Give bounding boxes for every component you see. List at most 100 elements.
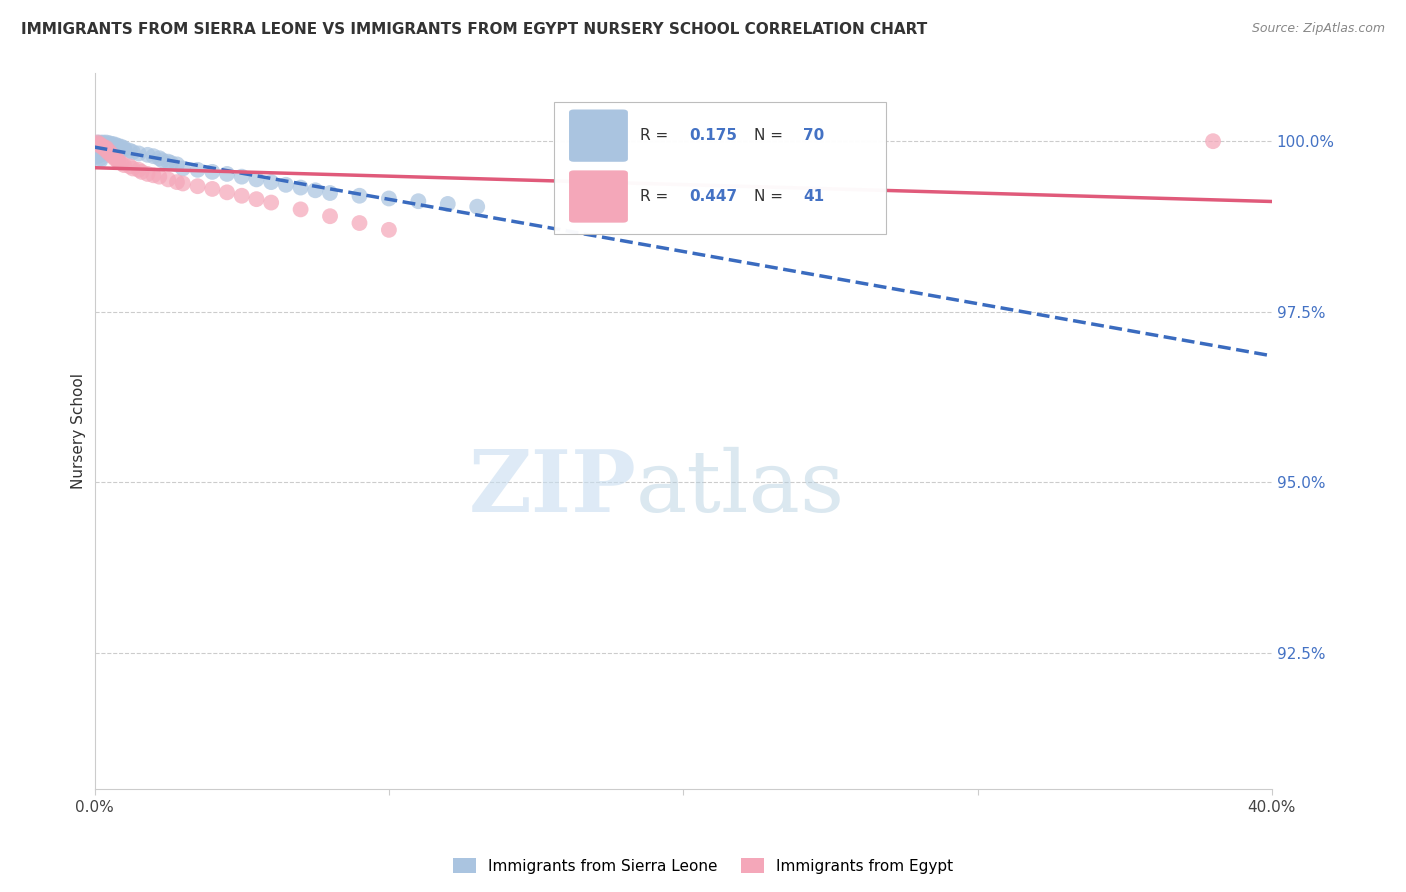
Point bbox=[93, 136, 115, 150]
Point bbox=[96, 136, 118, 150]
Legend: Immigrants from Sierra Leone, Immigrants from Egypt: Immigrants from Sierra Leone, Immigrants… bbox=[447, 852, 959, 880]
Point bbox=[160, 156, 183, 170]
Text: N =: N = bbox=[754, 189, 787, 204]
Point bbox=[86, 141, 108, 155]
Text: R =: R = bbox=[640, 189, 673, 204]
Point bbox=[89, 139, 111, 153]
Point bbox=[121, 145, 143, 160]
Point bbox=[89, 136, 111, 150]
Point bbox=[148, 151, 170, 165]
Point bbox=[89, 141, 111, 155]
Point bbox=[89, 137, 111, 152]
Point bbox=[86, 148, 108, 162]
Point bbox=[98, 138, 121, 153]
Point bbox=[166, 157, 188, 171]
Point bbox=[89, 148, 111, 162]
Point bbox=[86, 138, 108, 153]
Point bbox=[98, 145, 121, 159]
Point bbox=[110, 156, 132, 170]
Point bbox=[118, 160, 141, 174]
Point bbox=[319, 209, 342, 223]
Point bbox=[101, 136, 124, 151]
Point bbox=[136, 148, 159, 162]
Point bbox=[290, 202, 312, 217]
Y-axis label: Nursery School: Nursery School bbox=[72, 373, 86, 489]
Point bbox=[157, 172, 180, 186]
Point bbox=[408, 194, 430, 209]
Point bbox=[128, 162, 150, 177]
Point bbox=[89, 153, 111, 168]
Text: atlas: atlas bbox=[636, 447, 845, 530]
Point bbox=[93, 142, 115, 156]
Point bbox=[201, 182, 224, 196]
Point bbox=[112, 141, 135, 155]
Point bbox=[110, 139, 132, 153]
Point bbox=[86, 136, 108, 151]
Point bbox=[1202, 134, 1225, 148]
Point bbox=[201, 165, 224, 179]
Point bbox=[104, 137, 127, 152]
Point bbox=[93, 141, 115, 155]
Point bbox=[150, 153, 173, 168]
Point bbox=[166, 175, 188, 189]
Point bbox=[89, 145, 111, 159]
Point bbox=[96, 142, 118, 156]
Point bbox=[349, 188, 371, 202]
Point bbox=[93, 141, 115, 155]
Point bbox=[290, 180, 312, 194]
Point bbox=[231, 188, 253, 202]
Point bbox=[274, 178, 297, 192]
Point bbox=[319, 186, 342, 200]
Point bbox=[231, 169, 253, 184]
Point bbox=[107, 139, 129, 153]
Point bbox=[215, 186, 238, 200]
FancyBboxPatch shape bbox=[569, 110, 628, 161]
Point bbox=[128, 146, 150, 161]
Point bbox=[157, 154, 180, 169]
Point bbox=[107, 153, 129, 168]
Point bbox=[96, 142, 118, 156]
Text: 0.447: 0.447 bbox=[689, 189, 737, 204]
Point bbox=[172, 161, 194, 176]
Point bbox=[98, 145, 121, 160]
Point bbox=[86, 142, 108, 156]
Point bbox=[245, 192, 267, 206]
Point bbox=[142, 149, 165, 163]
FancyBboxPatch shape bbox=[569, 170, 628, 223]
Point bbox=[112, 158, 135, 172]
Point bbox=[89, 137, 111, 152]
Text: 0.175: 0.175 bbox=[689, 128, 737, 143]
Point bbox=[86, 146, 108, 161]
Point bbox=[104, 139, 127, 153]
Point bbox=[260, 195, 283, 210]
Point bbox=[148, 169, 170, 184]
Point bbox=[118, 144, 141, 158]
Point bbox=[304, 183, 326, 197]
Point bbox=[93, 146, 115, 161]
Point bbox=[86, 136, 108, 150]
Point bbox=[260, 175, 283, 189]
Point bbox=[89, 139, 111, 153]
Point bbox=[187, 162, 209, 177]
Point bbox=[86, 136, 108, 151]
Text: 70: 70 bbox=[803, 128, 824, 143]
Point bbox=[86, 136, 108, 150]
Point bbox=[96, 139, 118, 153]
Point bbox=[104, 152, 127, 166]
Point bbox=[101, 148, 124, 162]
Point bbox=[86, 145, 108, 159]
Point bbox=[378, 192, 401, 206]
Point bbox=[98, 141, 121, 155]
Point bbox=[101, 149, 124, 163]
Text: 41: 41 bbox=[803, 189, 824, 204]
Point bbox=[378, 223, 401, 237]
Point bbox=[187, 179, 209, 194]
Text: R =: R = bbox=[640, 128, 673, 143]
Text: N =: N = bbox=[754, 128, 787, 143]
Point bbox=[121, 161, 143, 176]
Point bbox=[89, 142, 111, 156]
Point bbox=[245, 172, 267, 186]
Text: IMMIGRANTS FROM SIERRA LEONE VS IMMIGRANTS FROM EGYPT NURSERY SCHOOL CORRELATION: IMMIGRANTS FROM SIERRA LEONE VS IMMIGRAN… bbox=[21, 22, 928, 37]
Point bbox=[172, 177, 194, 191]
Point bbox=[215, 167, 238, 181]
